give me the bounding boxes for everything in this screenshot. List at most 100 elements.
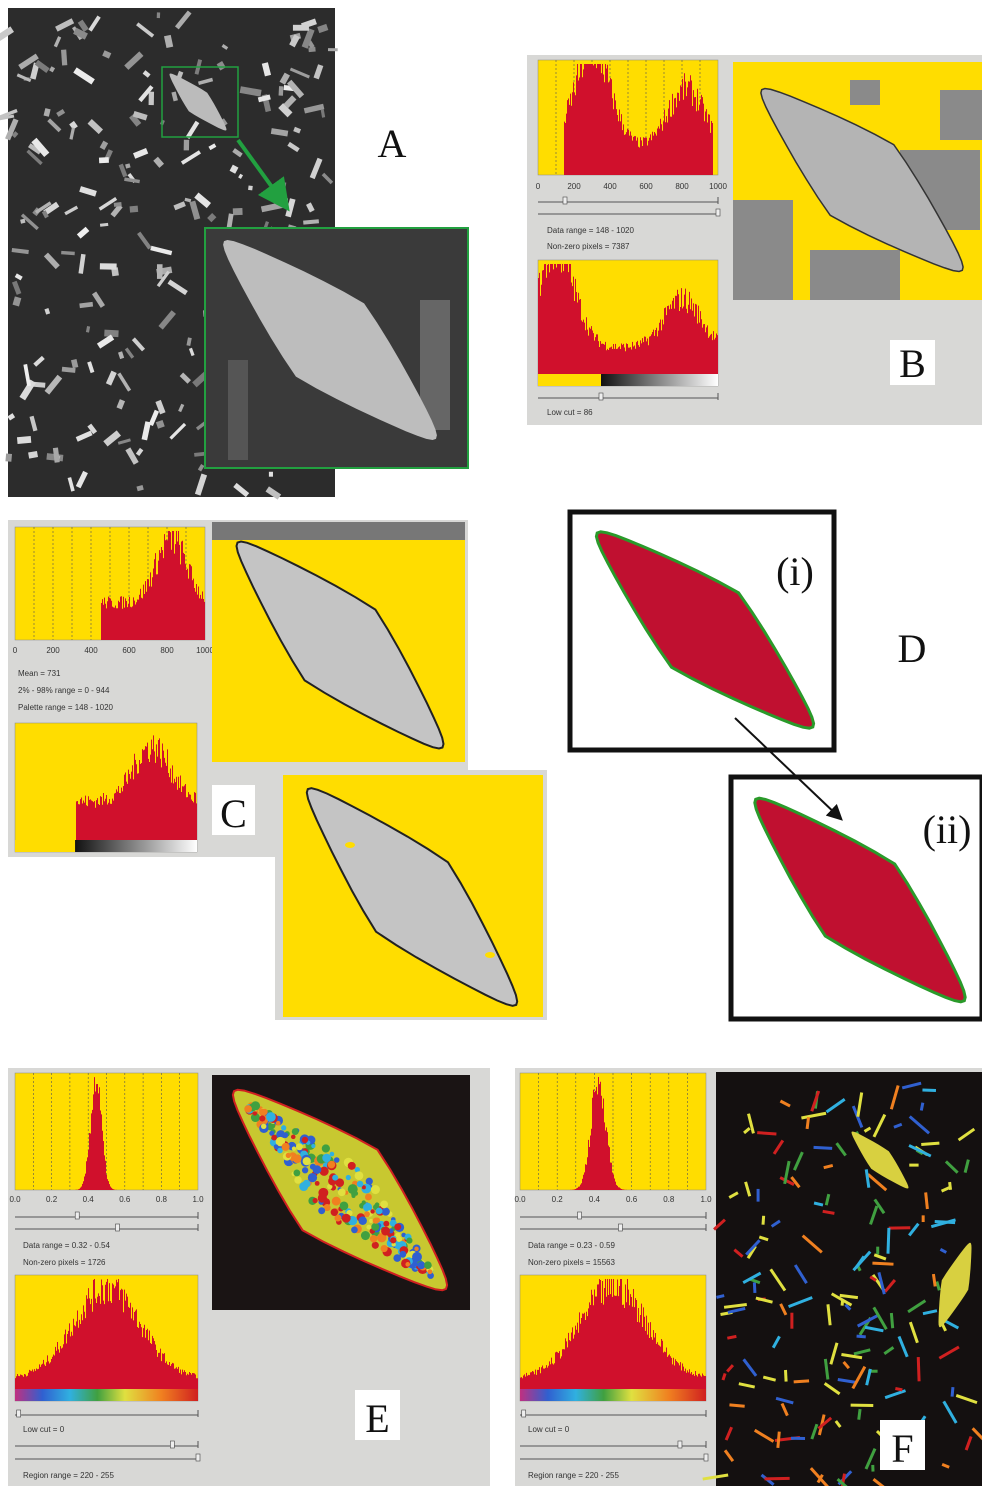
pixel-cluster xyxy=(318,1193,327,1202)
inset-label: (ii) xyxy=(923,807,972,852)
cell xyxy=(790,1313,793,1329)
pixel-cluster xyxy=(351,1227,358,1234)
pixel-cluster xyxy=(424,1261,432,1269)
pixel-cluster xyxy=(259,1115,265,1121)
pixel-cluster xyxy=(282,1132,288,1138)
info-text: Region range = 220 - 255 xyxy=(528,1471,620,1480)
pixel-cluster xyxy=(338,1188,346,1196)
cell xyxy=(61,49,67,65)
pixel-cluster xyxy=(361,1231,370,1240)
histogram-tick-label: 0.2 xyxy=(552,1195,564,1204)
pixel-cluster xyxy=(364,1211,370,1217)
cell xyxy=(248,185,253,190)
cell xyxy=(753,1282,757,1293)
cell xyxy=(871,1465,874,1472)
pixel-cluster xyxy=(414,1247,418,1251)
cell xyxy=(5,453,12,461)
cell xyxy=(922,1215,925,1222)
pixel-cluster xyxy=(302,1137,308,1143)
pixel-cluster xyxy=(369,1219,373,1223)
pixel-cluster xyxy=(253,1111,257,1115)
pixel-cluster xyxy=(294,1176,302,1184)
pixel-cluster xyxy=(299,1182,308,1191)
histogram-tick-label: 800 xyxy=(160,646,174,655)
info-text: Data range = 0.23 - 0.59 xyxy=(528,1241,616,1250)
cell xyxy=(791,1437,805,1440)
histogram-tick-label: 0.0 xyxy=(514,1195,526,1204)
pixel-cluster xyxy=(362,1200,366,1204)
info-text: Data range = 0.32 - 0.54 xyxy=(23,1241,111,1250)
pixel-cluster xyxy=(358,1217,366,1225)
pixel-cluster xyxy=(332,1197,341,1206)
histogram-tick-label: 0.4 xyxy=(589,1195,601,1204)
slider-thumb xyxy=(599,393,603,400)
info-text: Low cut = 0 xyxy=(23,1425,65,1434)
panel-label: C xyxy=(220,791,247,836)
cell xyxy=(922,1089,936,1092)
histogram-tick-label: 400 xyxy=(603,182,617,191)
pixel-cluster xyxy=(313,1165,322,1174)
histogram-tick-label: 0.2 xyxy=(46,1195,58,1204)
inset-label: (i) xyxy=(776,549,814,594)
pixel-cluster xyxy=(261,1124,266,1129)
pixel-cluster xyxy=(311,1144,315,1148)
histogram-tick-label: 600 xyxy=(122,646,136,655)
cell xyxy=(889,1226,911,1229)
pixel-cluster xyxy=(370,1209,374,1213)
pixel-cluster xyxy=(276,1121,281,1126)
cell xyxy=(157,12,160,18)
pixel-cluster xyxy=(346,1175,351,1180)
pixel-cluster xyxy=(281,1125,286,1130)
pixel-cluster xyxy=(394,1223,401,1230)
pixel-cluster xyxy=(406,1237,412,1243)
pixel-cluster xyxy=(342,1214,351,1223)
colorbar xyxy=(520,1389,706,1401)
slider-thumb xyxy=(17,1410,21,1417)
histogram-tick-label: 400 xyxy=(84,646,98,655)
pixel-cluster xyxy=(365,1194,372,1201)
slider-thumb xyxy=(618,1224,622,1231)
cell xyxy=(757,1189,760,1202)
pixel-cluster xyxy=(380,1201,388,1209)
info-text: Data range = 148 - 1020 xyxy=(547,226,635,235)
colorbar xyxy=(75,840,197,852)
cell xyxy=(149,92,154,105)
pixel-cluster xyxy=(390,1237,396,1243)
pixel-cluster xyxy=(332,1175,338,1181)
pixel-cluster xyxy=(354,1191,359,1196)
histogram-tick-label: 0.4 xyxy=(83,1195,95,1204)
cell xyxy=(269,472,273,477)
cell xyxy=(762,1216,766,1225)
panel-label: A xyxy=(378,121,407,166)
histogram-tick-label: 200 xyxy=(46,646,60,655)
info-text: Low cut = 86 xyxy=(547,408,593,417)
pixel-cluster xyxy=(318,1207,325,1214)
cell xyxy=(851,1404,874,1407)
inset-structure xyxy=(228,360,248,460)
slider-thumb xyxy=(704,1454,708,1461)
cell xyxy=(114,202,122,207)
panel-label: B xyxy=(899,341,926,386)
cell xyxy=(157,264,163,279)
pixel-cluster xyxy=(322,1154,331,1163)
slider-thumb xyxy=(578,1212,582,1219)
histogram-tick-label: 1.0 xyxy=(192,1195,204,1204)
cell xyxy=(17,436,31,444)
pixel-cluster xyxy=(244,1105,252,1113)
cell xyxy=(909,1164,918,1167)
ratio-image xyxy=(716,1072,982,1486)
pixel-cluster xyxy=(271,1135,277,1141)
pixel-cluster xyxy=(274,1144,279,1149)
cell xyxy=(784,1370,788,1382)
histogram-tick-label: 0 xyxy=(13,646,18,655)
info-text: Non-zero pixels = 7387 xyxy=(547,242,630,251)
pixel-cluster xyxy=(357,1181,364,1188)
pixel-cluster xyxy=(315,1181,320,1186)
background-region xyxy=(850,80,880,105)
cell xyxy=(130,206,139,213)
cell xyxy=(328,48,338,51)
spot xyxy=(485,952,495,958)
spot xyxy=(345,842,355,848)
panel-label: D xyxy=(898,626,927,671)
slider-thumb xyxy=(522,1410,526,1417)
